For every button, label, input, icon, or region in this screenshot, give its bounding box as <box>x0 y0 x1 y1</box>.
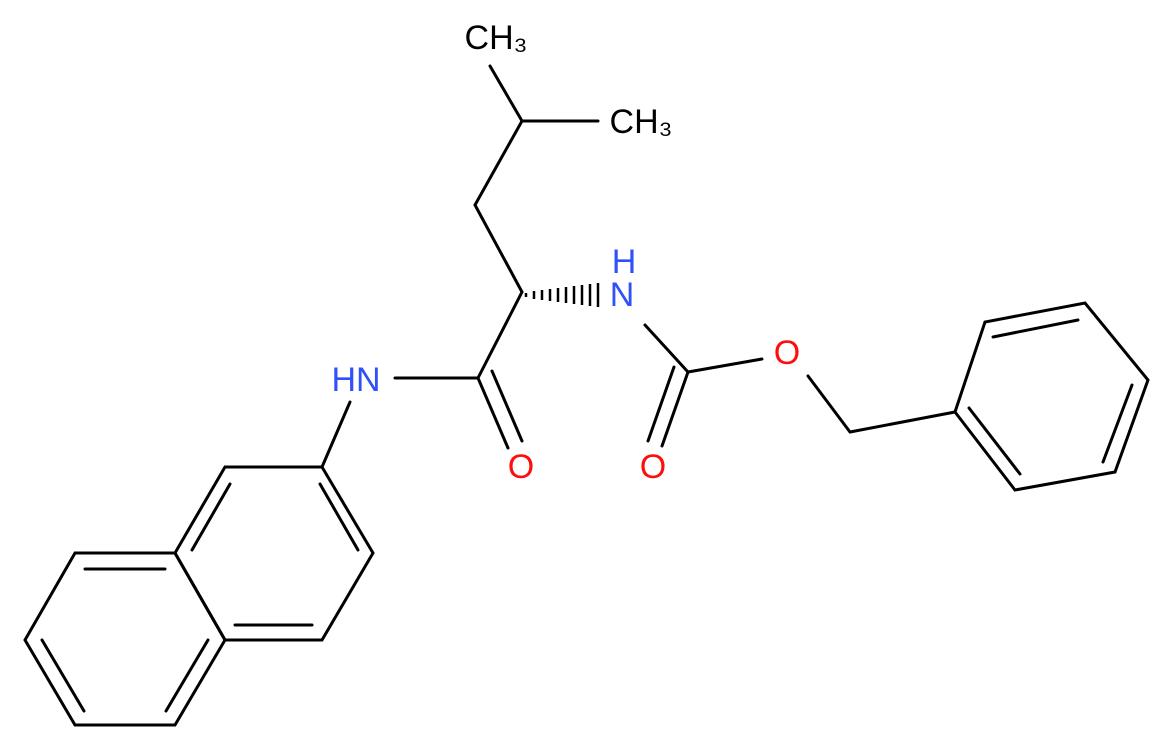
hashed-wedge <box>524 283 600 307</box>
bond <box>806 374 852 434</box>
bond <box>473 203 524 294</box>
bond <box>473 119 524 207</box>
bond <box>488 64 524 123</box>
atom-label: O <box>508 448 534 486</box>
atom-label: N <box>610 276 635 314</box>
bond <box>164 638 210 713</box>
bond <box>190 482 232 552</box>
bond <box>660 370 690 448</box>
atom-labels: CH₃ CH₃ N H HN O O O <box>331 19 800 486</box>
bond <box>848 410 957 434</box>
atom-label: HN <box>331 361 380 399</box>
atom-label: O <box>640 448 666 486</box>
bond <box>490 369 524 443</box>
bond <box>967 406 1022 476</box>
atom-label: CH₃ <box>610 103 673 141</box>
bond <box>1101 383 1134 464</box>
bond <box>476 290 524 380</box>
bond <box>991 318 1080 339</box>
bond <box>643 323 690 374</box>
benzene-ring <box>953 301 1150 492</box>
bond <box>320 400 352 469</box>
atom-label: H <box>612 243 637 281</box>
naphthalene-ring <box>23 551 227 727</box>
bond <box>686 357 764 374</box>
atom-label: O <box>774 334 800 372</box>
atom-label: CH₃ <box>465 19 528 57</box>
naphthalene-ring <box>173 465 375 642</box>
bond <box>646 365 676 443</box>
bond <box>40 638 86 713</box>
bond <box>318 482 360 552</box>
bonds <box>23 64 1150 727</box>
bond <box>476 376 510 450</box>
